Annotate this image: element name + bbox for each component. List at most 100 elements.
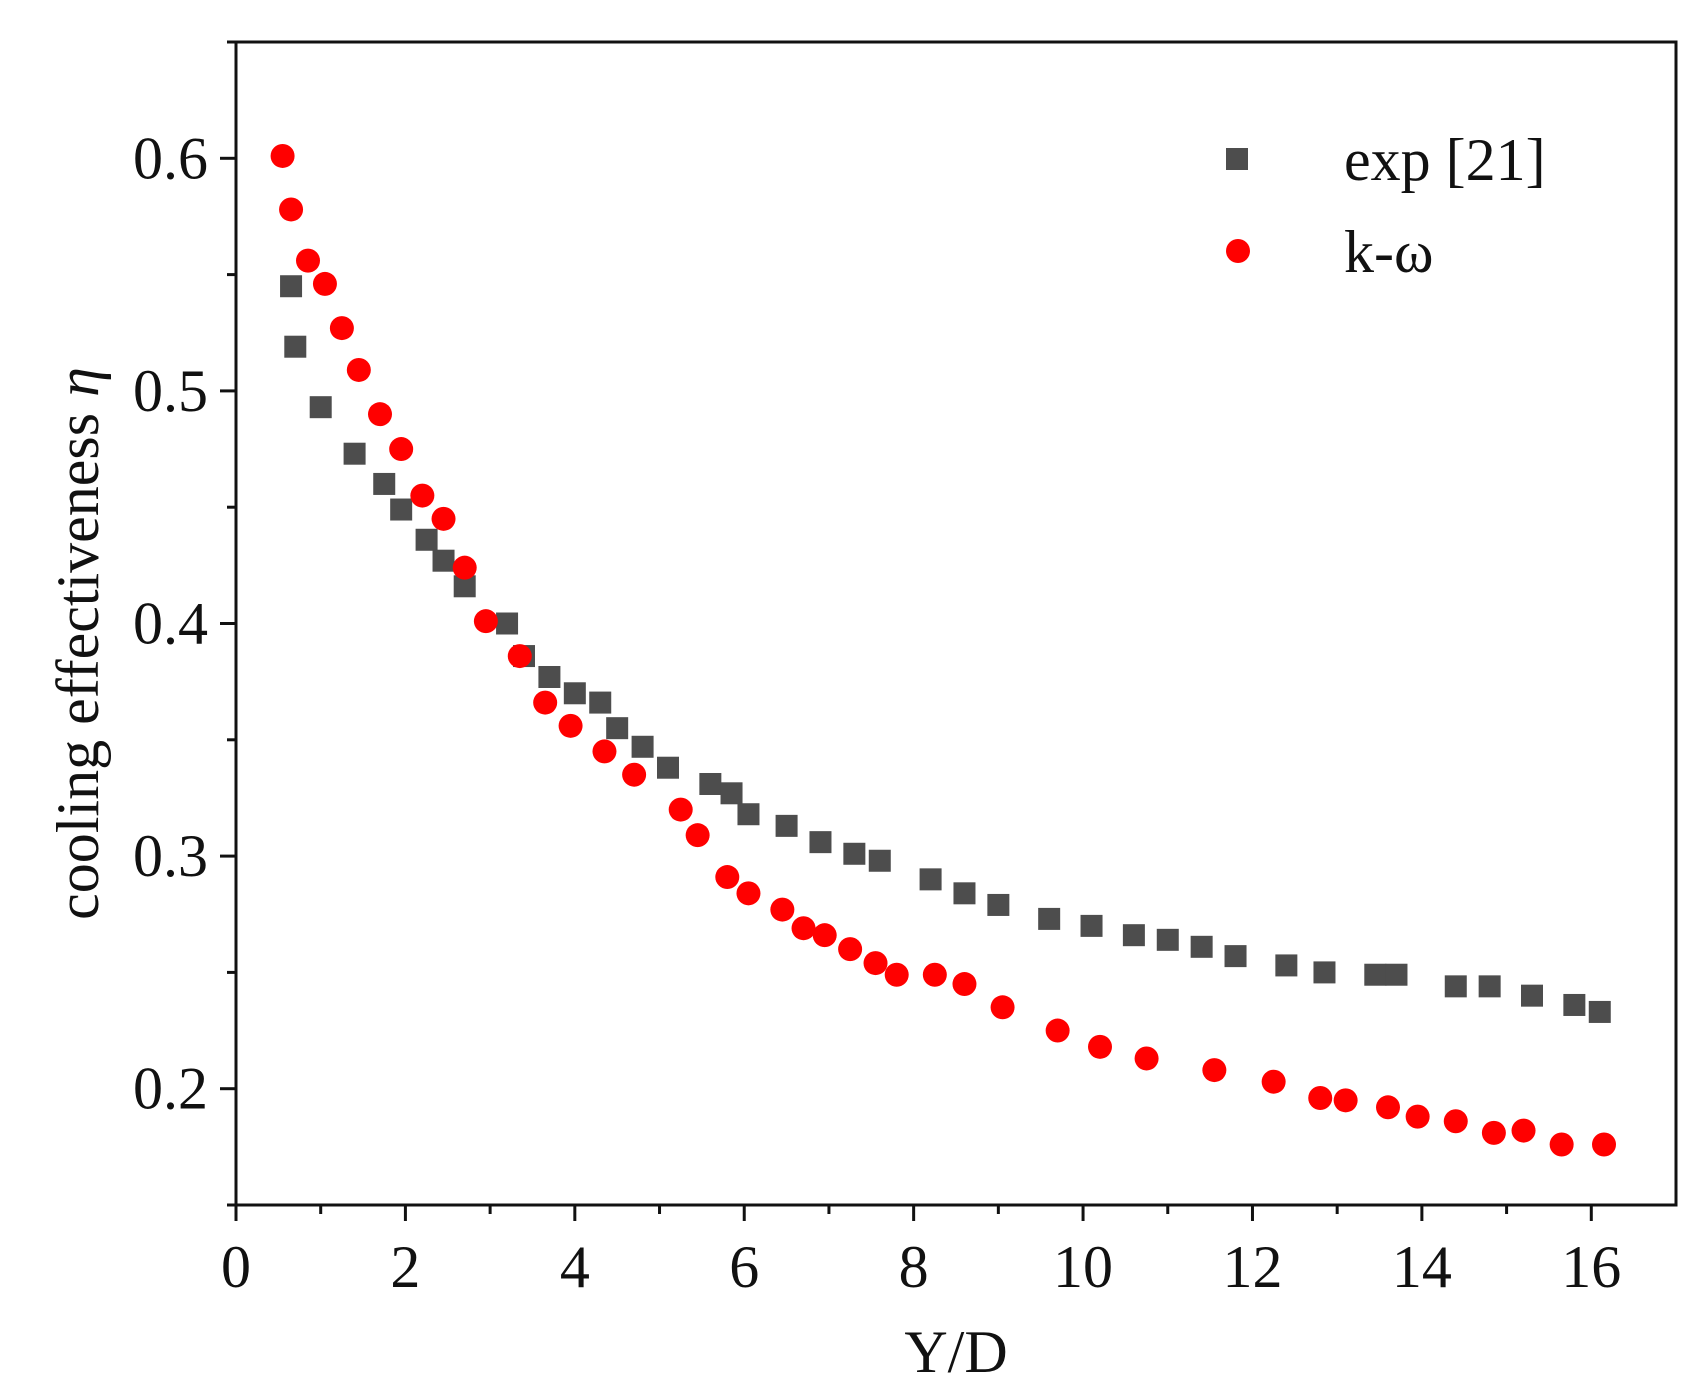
exp-data-point: [1313, 961, 1336, 984]
k-omega-data-point: [329, 316, 354, 341]
x-tick-label: 0: [221, 1234, 251, 1300]
k-omega-data-point: [312, 271, 337, 296]
exp-data-point: [309, 396, 332, 419]
x-tick-label: 12: [1222, 1234, 1282, 1300]
exp-data-point: [496, 612, 519, 635]
k-omega-data-point: [1308, 1086, 1333, 1111]
k-omega-data-point: [507, 644, 532, 669]
exp-data-point: [1038, 907, 1061, 930]
exp-data-point: [775, 814, 798, 837]
k-omega-data-point: [668, 797, 693, 822]
x-tick-label: 14: [1392, 1234, 1452, 1300]
k-omega-data-point: [279, 197, 304, 222]
k-omega-data-point: [838, 937, 863, 962]
x-axis: 0 2 4 6 8 10 12 14 16: [221, 1205, 1621, 1300]
exp-data-point: [432, 549, 455, 572]
x-tick-label: 2: [390, 1234, 420, 1300]
exp-data-point: [1122, 924, 1145, 947]
exp-data-point: [589, 691, 612, 714]
exp-data-point: [1588, 1000, 1611, 1023]
exp-data-point: [563, 682, 586, 705]
exp-data-point: [280, 275, 303, 298]
x-tick-label: 6: [729, 1234, 759, 1300]
k-omega-data-point: [715, 865, 740, 890]
k-omega-data-point: [1261, 1069, 1286, 1094]
k-omega-data-point: [1481, 1120, 1506, 1145]
y-axis-title-text: cooling effectiveness: [45, 413, 111, 920]
exp-data-point: [390, 498, 413, 521]
y-tick-label: 0.5: [133, 358, 208, 424]
k-omega-data-point: [558, 713, 583, 738]
exp-data-point: [1080, 914, 1103, 937]
x-tick-label: 8: [899, 1234, 929, 1300]
k-omega-data-point: [346, 357, 371, 382]
exp-data-point: [373, 472, 396, 495]
exp-data-point: [1364, 963, 1387, 986]
k-omega-data-point: [389, 437, 414, 462]
k-omega-data-point: [1202, 1058, 1227, 1083]
k-omega-data-point: [1376, 1095, 1400, 1120]
k-omega-data-point: [1088, 1034, 1112, 1059]
exp-data-point: [343, 442, 366, 465]
k-omega-data-point: [736, 881, 761, 906]
exp-data-point: [843, 842, 866, 865]
exp-data-point: [538, 665, 561, 688]
exp-data-point: [1521, 984, 1543, 1007]
k-omega-data-point: [791, 916, 816, 941]
k-omega-data-point: [1134, 1046, 1159, 1071]
x-tick-label: 10: [1053, 1234, 1113, 1300]
k-omega-data-point: [592, 739, 617, 764]
k-omega-data-point: [1045, 1018, 1070, 1043]
legend-label-exp: exp [21]: [1344, 127, 1546, 193]
y-axis: 0.2 0.3 0.4 0.5 0.6: [133, 40, 236, 1207]
exp-data-point: [1385, 963, 1408, 986]
k-omega-data-point: [1333, 1088, 1358, 1113]
exp-data-point: [737, 803, 760, 826]
k-omega-data-point: [990, 995, 1015, 1020]
data-points: [270, 143, 1616, 1157]
k-omega-data-point: [685, 823, 710, 848]
y-axis-title-symbol: η: [45, 367, 111, 397]
exp-data-point: [1190, 935, 1213, 958]
exp-data-point: [699, 772, 722, 795]
legend-marker-exp: [1226, 148, 1248, 170]
k-omega-data-point: [1549, 1132, 1574, 1157]
exp-data-point: [415, 528, 438, 551]
y-tick-label: 0.3: [133, 823, 208, 889]
exp-data-point: [987, 893, 1010, 916]
k-omega-data-point: [952, 972, 977, 997]
exp-data-point: [657, 756, 679, 779]
k-omega-data-point: [431, 506, 456, 531]
exp-data-point: [953, 882, 976, 905]
plot-frame: [234, 40, 1678, 1207]
k-omega-data-point: [1443, 1109, 1468, 1134]
exp-data-point: [1444, 975, 1467, 998]
k-omega-data-point: [296, 248, 320, 273]
k-omega-data-point: [1405, 1104, 1430, 1129]
exp-data-point: [631, 735, 654, 758]
k-omega-data-point: [622, 762, 647, 787]
k-omega-data-point: [1511, 1118, 1536, 1143]
exp-data-point: [720, 782, 743, 805]
x-tick-label: 16: [1561, 1234, 1621, 1300]
exp-data-point: [1156, 928, 1179, 951]
legend: exp [21] k-ω: [1226, 127, 1546, 285]
exp-data-point: [606, 717, 629, 740]
legend-label-k-omega: k-ω: [1344, 219, 1433, 285]
exp-data-point: [284, 335, 307, 358]
y-tick-label: 0.4: [133, 591, 208, 657]
k-omega-data-point: [368, 402, 392, 427]
legend-marker-k-omega: [1226, 239, 1250, 263]
k-omega-data-point: [770, 897, 795, 922]
k-omega-data-point: [452, 555, 477, 580]
k-omega-data-point: [1592, 1132, 1616, 1157]
x-axis-title: Y/D: [904, 1319, 1007, 1385]
exp-data-point: [919, 868, 942, 891]
k-omega-data-point: [410, 483, 435, 508]
y-tick-label: 0.2: [133, 1056, 208, 1122]
k-omega-data-point: [863, 951, 888, 976]
k-omega-data-point: [533, 690, 558, 715]
k-omega-data-point: [270, 143, 295, 168]
